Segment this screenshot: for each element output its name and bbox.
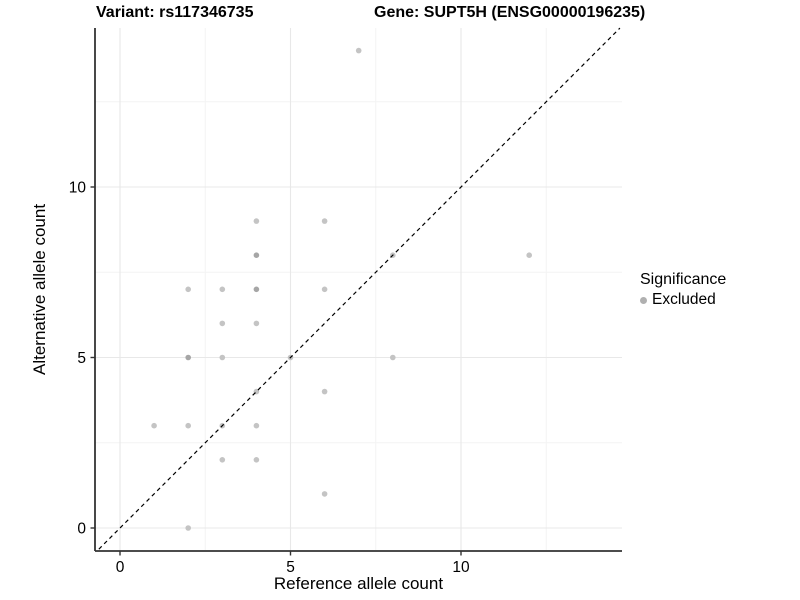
data-point <box>253 422 260 429</box>
data-point <box>219 354 226 361</box>
data-point <box>219 286 226 293</box>
data-point <box>355 47 362 54</box>
y-axis-title: Alternative allele count <box>30 203 49 376</box>
excluded-point-icon <box>640 296 647 304</box>
y-tick-label: 5 <box>77 350 86 367</box>
gene-title: Gene: SUPT5H (ENSG00000196235) <box>374 4 646 21</box>
identity-line <box>98 27 621 550</box>
x-tick-label: 10 <box>452 559 470 576</box>
data-point <box>253 252 260 258</box>
data-point <box>219 320 226 327</box>
data-point <box>253 320 260 327</box>
legend: Significance Excluded <box>640 270 726 309</box>
x-tick-label: 5 <box>286 559 295 576</box>
x-tick-label: 0 <box>116 559 125 576</box>
data-point <box>185 354 191 361</box>
legend-item-excluded: Excluded <box>640 291 726 309</box>
data-point <box>526 252 532 258</box>
x-axis-title: Reference allele count <box>273 574 444 593</box>
data-point <box>321 491 328 497</box>
data-point <box>151 422 157 429</box>
data-point <box>253 286 260 293</box>
legend-title: Significance <box>640 271 727 288</box>
data-point <box>185 286 191 293</box>
data-point <box>185 525 191 531</box>
y-tick-label: 0 <box>77 521 86 538</box>
variant-title: Variant: rs117346735 <box>96 4 254 21</box>
data-point <box>390 354 396 361</box>
y-tick-label: 10 <box>69 180 87 197</box>
data-point <box>185 422 191 429</box>
data-point <box>253 218 260 224</box>
data-point <box>219 457 226 463</box>
data-point <box>321 218 328 224</box>
data-point <box>253 457 260 463</box>
data-point <box>321 286 328 293</box>
legend-item-label: Excluded <box>652 291 716 308</box>
data-point <box>321 388 328 395</box>
